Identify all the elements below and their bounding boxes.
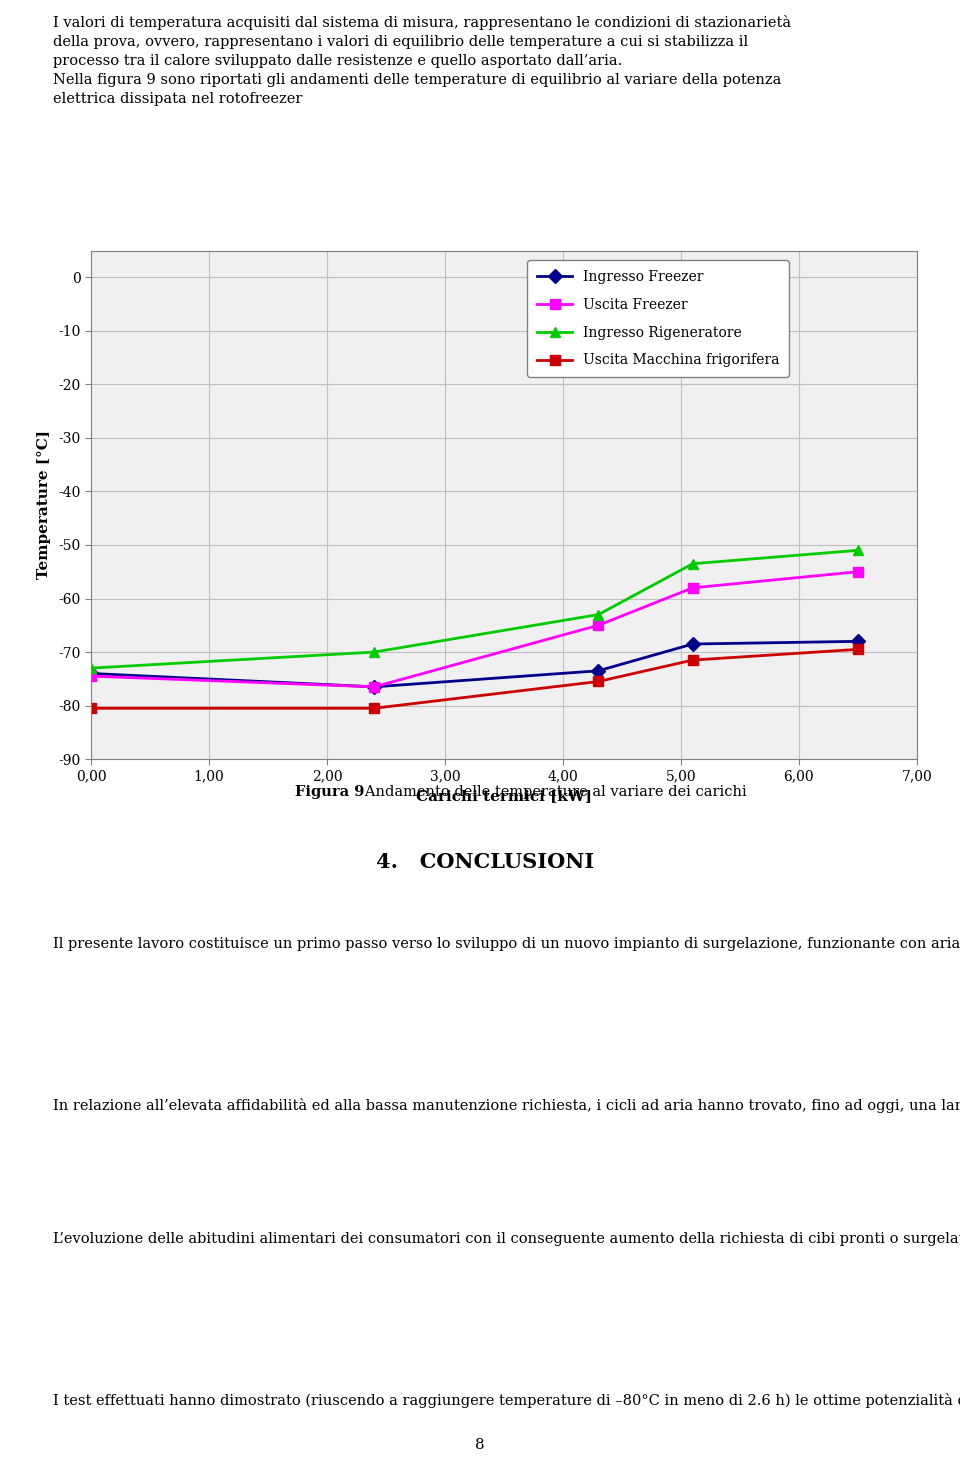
Ingresso Rigeneratore bbox=[592, 606, 604, 624]
Ingresso Freezer bbox=[852, 632, 864, 650]
Uscita Macchina frigorifera bbox=[687, 652, 699, 669]
Uscita Macchina frigorifera bbox=[85, 700, 97, 718]
Text: Figura 9: Figura 9 bbox=[295, 786, 364, 799]
Ingresso Rigeneratore bbox=[369, 643, 380, 660]
Text: 8: 8 bbox=[475, 1437, 485, 1452]
Text: Il presente lavoro costituisce un primo passo verso lo sviluppo di un nuovo impi: Il presente lavoro costituisce un primo … bbox=[53, 936, 960, 951]
Text: I test effettuati hanno dimostrato (riuscendo a raggiungere temperature di –80°C: I test effettuati hanno dimostrato (rius… bbox=[53, 1393, 960, 1408]
Ingresso Freezer bbox=[369, 678, 380, 696]
Uscita Freezer bbox=[369, 678, 380, 696]
Text: Andamento delle temperature al variare dei carichi: Andamento delle temperature al variare d… bbox=[351, 786, 747, 799]
Uscita Freezer bbox=[852, 563, 864, 581]
Ingresso Freezer bbox=[687, 635, 699, 653]
Line: Uscita Freezer: Uscita Freezer bbox=[86, 567, 863, 691]
Text: L’evoluzione delle abitudini alimentari dei consumatori con il conseguente aumen: L’evoluzione delle abitudini alimentari … bbox=[53, 1231, 960, 1246]
Legend: Ingresso Freezer, Uscita Freezer, Ingresso Rigeneratore, Uscita Macchina frigori: Ingresso Freezer, Uscita Freezer, Ingres… bbox=[527, 259, 789, 377]
Uscita Freezer bbox=[592, 616, 604, 634]
X-axis label: Carichi termici [kW]: Carichi termici [kW] bbox=[416, 789, 592, 803]
Uscita Macchina frigorifera bbox=[852, 641, 864, 659]
Line: Ingresso Rigeneratore: Ingresso Rigeneratore bbox=[86, 545, 863, 674]
Ingresso Rigeneratore bbox=[687, 554, 699, 572]
Text: I valori di temperatura acquisiti dal sistema di misura, rappresentano le condiz: I valori di temperatura acquisiti dal si… bbox=[53, 15, 791, 106]
Text: 4.   CONCLUSIONI: 4. CONCLUSIONI bbox=[375, 852, 594, 873]
Text: In relazione all’elevata affidabilità ed alla bassa manutenzione richiesta, i ci: In relazione all’elevata affidabilità ed… bbox=[53, 1098, 960, 1113]
Uscita Macchina frigorifera bbox=[369, 700, 380, 718]
Ingresso Freezer bbox=[85, 665, 97, 682]
Uscita Macchina frigorifera bbox=[592, 672, 604, 690]
Uscita Freezer bbox=[687, 579, 699, 597]
Ingresso Rigeneratore bbox=[852, 541, 864, 559]
Line: Ingresso Freezer: Ingresso Freezer bbox=[86, 637, 863, 691]
Ingresso Freezer bbox=[592, 662, 604, 680]
Uscita Freezer bbox=[85, 668, 97, 685]
Line: Uscita Macchina frigorifera: Uscita Macchina frigorifera bbox=[86, 644, 863, 713]
Y-axis label: Temperature [°C]: Temperature [°C] bbox=[37, 430, 52, 579]
Ingresso Rigeneratore bbox=[85, 659, 97, 677]
